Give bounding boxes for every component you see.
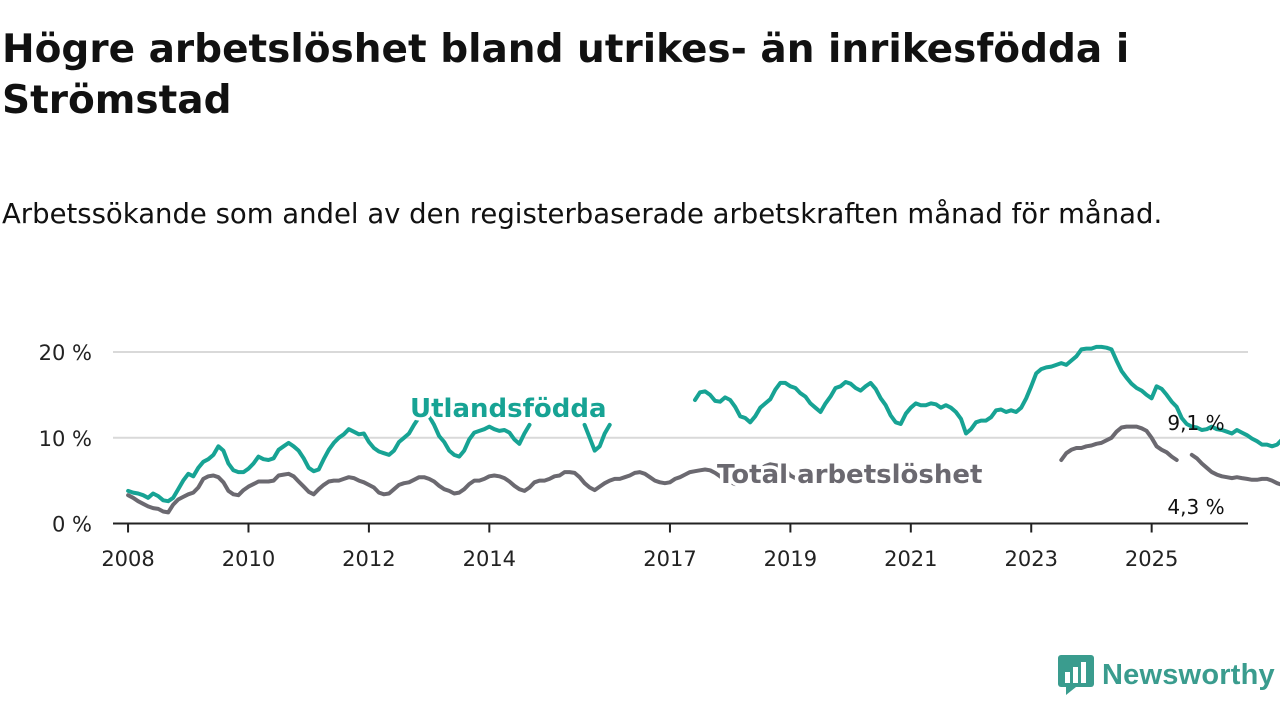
- y-tick-label: 20 %: [39, 341, 92, 365]
- y-tick-label: 10 %: [39, 427, 92, 451]
- x-tick-label: 2023: [1005, 547, 1058, 571]
- y-axis-labels: 0 % 10 % 20 %: [39, 341, 92, 537]
- x-tick-label: 2010: [222, 547, 275, 571]
- series-line-total: [126, 424, 1280, 515]
- x-tick-label: 2012: [342, 547, 395, 571]
- newsworthy-logo-text: Newsworthy: [1102, 658, 1275, 691]
- x-tick-label: 2021: [884, 547, 937, 571]
- x-axis-ticks: [127, 523, 1153, 533]
- chart-title: Högre arbetslöshet bland utrikes- än inr…: [2, 27, 1130, 123]
- series-line-utlandsfodda: [126, 344, 1280, 504]
- series-label-utlandsfodda: Utlandsfödda: [410, 394, 607, 424]
- grid-lines: [113, 351, 1248, 439]
- newsworthy-logo-icon: [1058, 655, 1094, 695]
- series-label-total: Total arbetslöshet: [717, 460, 982, 490]
- end-label-utlandsfodda: 9,1 %: [1167, 411, 1224, 435]
- newsworthy-logo: Newsworthy: [1058, 654, 1275, 696]
- x-axis-labels: 2008 2010 2012 2014 2017 2019 2021 2023 2025: [101, 547, 1178, 571]
- y-tick-label: 0 %: [52, 513, 92, 537]
- x-tick-label: 2008: [101, 547, 154, 571]
- x-tick-label: 2019: [764, 547, 817, 571]
- x-tick-label: 2017: [643, 547, 696, 571]
- chart-subtitle: Arbetssökande som andel av den registerb…: [2, 198, 1163, 230]
- x-tick-label: 2025: [1125, 547, 1178, 571]
- end-label-total: 4,3 %: [1167, 495, 1224, 519]
- x-tick-label: 2014: [463, 547, 516, 571]
